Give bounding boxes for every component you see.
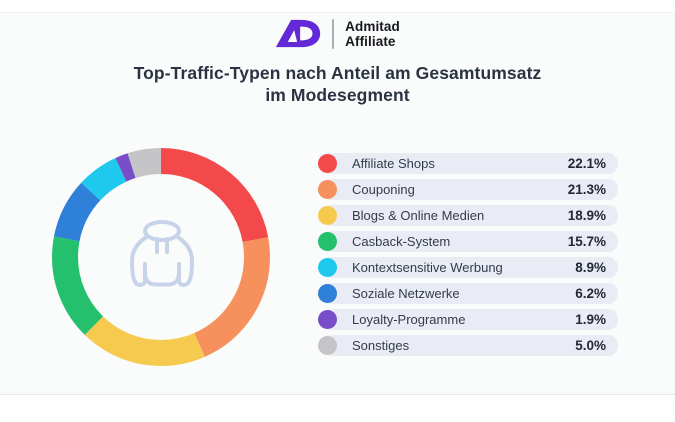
legend-row-stripe	[322, 309, 618, 330]
legend-color-dot	[318, 180, 337, 199]
legend-value: 8.9%	[575, 260, 606, 275]
legend-color-dot	[318, 154, 337, 173]
legend-color-dot	[318, 258, 337, 277]
legend-value: 22.1%	[567, 156, 606, 171]
page-title: Top-Traffic-Typen nach Anteil am Gesamtu…	[0, 63, 675, 106]
legend: Affiliate Shops 22.1% Couponing 21.3% Bl…	[318, 153, 618, 361]
legend-row-stripe	[322, 205, 618, 226]
donut-chart	[52, 148, 270, 366]
legend-row-stripe	[322, 257, 618, 278]
legend-row-stripe	[322, 335, 618, 356]
legend-label: Sonstiges	[352, 338, 410, 353]
logo-divider	[332, 18, 335, 49]
donut-segment	[52, 148, 270, 366]
header-logo: Admitad Affiliate	[0, 17, 675, 50]
legend-label: Affiliate Shops	[352, 156, 435, 171]
legend-value: 5.0%	[575, 338, 606, 353]
legend-label: Loyalty-Programme	[352, 312, 466, 327]
legend-row-stripe	[322, 153, 618, 174]
legend-item: Kontextsensitive Werbung 8.9%	[318, 257, 618, 278]
legend-color-dot	[318, 232, 337, 251]
legend-label: Blogs & Online Medien	[352, 208, 485, 223]
legend-value: 1.9%	[575, 312, 606, 327]
donut-segment	[52, 148, 270, 366]
legend-item: Casback-System 15.7%	[318, 231, 618, 252]
legend-label: Couponing	[352, 182, 415, 197]
legend-value: 6.2%	[575, 286, 606, 301]
legend-item: Soziale Netzwerke 6.2%	[318, 283, 618, 304]
legend-item: Affiliate Shops 22.1%	[318, 153, 618, 174]
legend-row-stripe	[322, 179, 618, 200]
legend-item: Loyalty-Programme 1.9%	[318, 309, 618, 330]
legend-row-stripe	[322, 231, 618, 252]
hoodie-icon	[130, 220, 194, 287]
legend-item: Blogs & Online Medien 18.9%	[318, 205, 618, 226]
logo-text-line1: Admitad	[345, 18, 400, 34]
legend-item: Couponing 21.3%	[318, 179, 618, 200]
logo-text: Admitad Affiliate	[345, 19, 400, 49]
legend-color-dot	[318, 336, 337, 355]
legend-color-dot	[318, 310, 337, 329]
legend-color-dot	[318, 206, 337, 225]
legend-value: 15.7%	[567, 234, 606, 249]
donut-segment	[52, 148, 270, 366]
legend-color-dot	[318, 284, 337, 303]
legend-row-stripe	[322, 283, 618, 304]
legend-label: Casback-System	[352, 234, 451, 249]
admitad-logo-icon	[275, 19, 321, 48]
legend-label: Kontextsensitive Werbung	[352, 260, 503, 275]
page-title-line2: im Modesegment	[265, 84, 410, 105]
legend-label: Soziale Netzwerke	[352, 286, 460, 301]
logo-text-line2: Affiliate	[345, 33, 396, 49]
page-title-line1: Top-Traffic-Typen nach Anteil am Gesamtu…	[133, 63, 542, 83]
legend-item: Sonstiges 5.0%	[318, 335, 618, 356]
legend-value: 18.9%	[567, 208, 606, 223]
legend-value: 21.3%	[567, 182, 606, 197]
donut-segment	[52, 148, 270, 366]
